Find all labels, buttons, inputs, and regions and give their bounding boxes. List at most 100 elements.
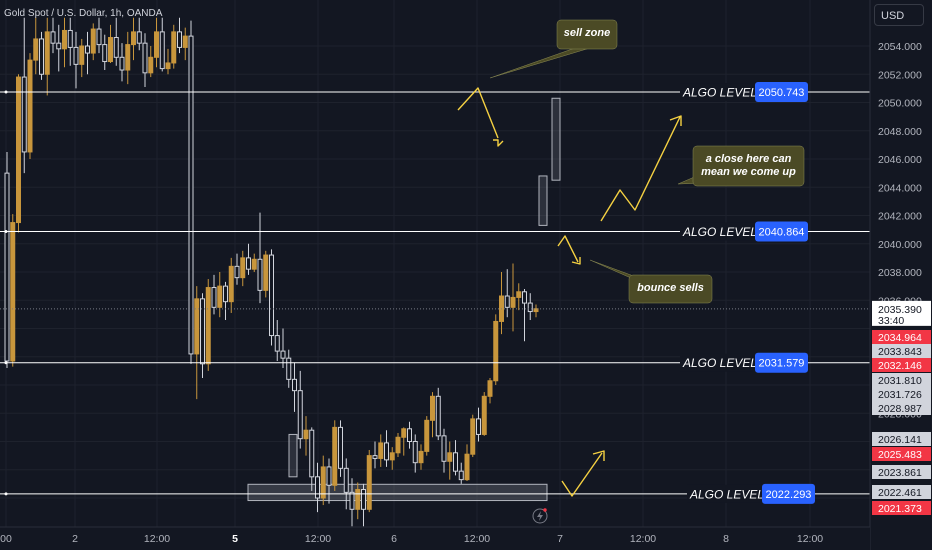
candle-body xyxy=(292,378,297,392)
candle-body xyxy=(378,442,384,459)
arrow-path xyxy=(457,87,499,139)
price-tag xyxy=(872,432,931,446)
price-tag-value: 2026.141 xyxy=(878,434,922,446)
candle-body xyxy=(274,335,280,352)
candle-body xyxy=(251,258,257,270)
candle-body xyxy=(50,31,56,44)
price-tick-label: 2050.000 xyxy=(878,98,922,110)
candle-body xyxy=(27,59,33,153)
candle-body xyxy=(401,428,407,438)
level-anchor-dot xyxy=(4,90,8,94)
candle-body xyxy=(441,435,447,462)
candle-body xyxy=(332,426,338,486)
lightning-icon-ring xyxy=(532,508,548,524)
candle-body xyxy=(217,285,223,308)
candle-body xyxy=(412,441,418,464)
candle-body xyxy=(211,287,217,308)
candle-body xyxy=(453,452,458,472)
candle-body xyxy=(33,38,39,61)
callout-bounce-sells: bounce sells xyxy=(589,259,713,304)
grid-lines xyxy=(0,0,870,527)
price-tag-value: 2031.726 xyxy=(878,389,922,401)
candle-body xyxy=(533,308,539,313)
candle-body xyxy=(73,46,79,65)
candle-body xyxy=(194,298,200,355)
candle-body xyxy=(389,452,395,461)
candle-body xyxy=(56,42,62,50)
price-tick-label: 2040.000 xyxy=(878,239,922,251)
candle-body xyxy=(349,491,355,510)
projection-box xyxy=(288,433,298,478)
candle-body xyxy=(257,258,263,291)
callout-text: mean we come up xyxy=(701,166,796,178)
callout-text: a close here can xyxy=(706,153,792,165)
price-tag xyxy=(872,344,931,358)
candle-body xyxy=(280,350,286,359)
lightning-icon-glyph xyxy=(537,511,543,521)
callout-box xyxy=(692,145,805,187)
candle-body xyxy=(159,31,165,70)
algo-level-label: ALGO LEVEL xyxy=(682,225,757,239)
candle-body xyxy=(309,429,315,478)
price-tag xyxy=(872,401,931,415)
candle-body xyxy=(223,285,228,303)
candle-body xyxy=(62,29,67,50)
callout-sell-zone: sell zone xyxy=(489,19,618,79)
price-tick-label: 2054.000 xyxy=(878,41,922,53)
candle-body xyxy=(361,489,366,510)
algo-level-value: 2050.743 xyxy=(759,87,805,99)
candle-body xyxy=(10,222,16,362)
price-tag xyxy=(872,330,931,344)
lightning-icon xyxy=(532,508,548,524)
candle-body xyxy=(430,395,435,421)
candle-body xyxy=(240,257,246,279)
price-tick-label: 2052.000 xyxy=(878,69,922,81)
price-tick-label: 2038.000 xyxy=(878,267,922,279)
candle-body xyxy=(435,395,441,437)
arrowhead xyxy=(669,115,682,126)
price-tag-value: 2028.987 xyxy=(878,403,922,415)
time-tick-label: 12:00 xyxy=(144,533,170,545)
candle-body xyxy=(297,390,303,440)
candle-body xyxy=(458,470,464,481)
candle-body xyxy=(142,42,148,74)
time-tick-label: 6 xyxy=(391,533,397,545)
arrow-path xyxy=(600,116,681,222)
price-tag-value: 2022.461 xyxy=(878,487,922,499)
arrow-path xyxy=(561,452,603,497)
candle-body xyxy=(487,380,493,397)
time-tick-label: 12:00 xyxy=(305,533,331,545)
candle-body xyxy=(165,62,171,70)
price-tag-value: 2032.146 xyxy=(878,360,922,372)
candle-body xyxy=(343,467,349,493)
level-anchor-dot xyxy=(4,230,8,234)
candle-body xyxy=(102,44,108,63)
candle-body xyxy=(315,476,320,499)
price-tag-value: 2034.964 xyxy=(878,332,922,344)
currency-button[interactable]: USD xyxy=(874,4,924,26)
price-tag xyxy=(872,501,931,515)
candle-body xyxy=(200,298,205,365)
candle-body xyxy=(464,453,470,481)
time-tick-label: 8 xyxy=(723,533,729,545)
candle-body xyxy=(205,287,211,365)
algo-label-bg xyxy=(680,83,755,102)
callout-tail xyxy=(489,47,591,79)
candle-body xyxy=(234,265,240,279)
callout-box xyxy=(628,274,713,304)
arrowhead xyxy=(592,450,605,461)
price-tag xyxy=(872,387,931,401)
candle-body xyxy=(154,31,159,58)
candle-body xyxy=(136,31,142,44)
candle-body xyxy=(447,452,453,462)
time-tick-label: 12:00 xyxy=(630,533,656,545)
price-tag xyxy=(872,447,931,461)
candle-body xyxy=(366,455,372,510)
candle-body xyxy=(516,291,522,298)
algo-level-value: 2040.864 xyxy=(759,227,805,239)
price-tag-value: 2025.483 xyxy=(878,449,922,461)
candle-body xyxy=(131,31,136,46)
time-tick-label: 00 xyxy=(0,533,12,545)
